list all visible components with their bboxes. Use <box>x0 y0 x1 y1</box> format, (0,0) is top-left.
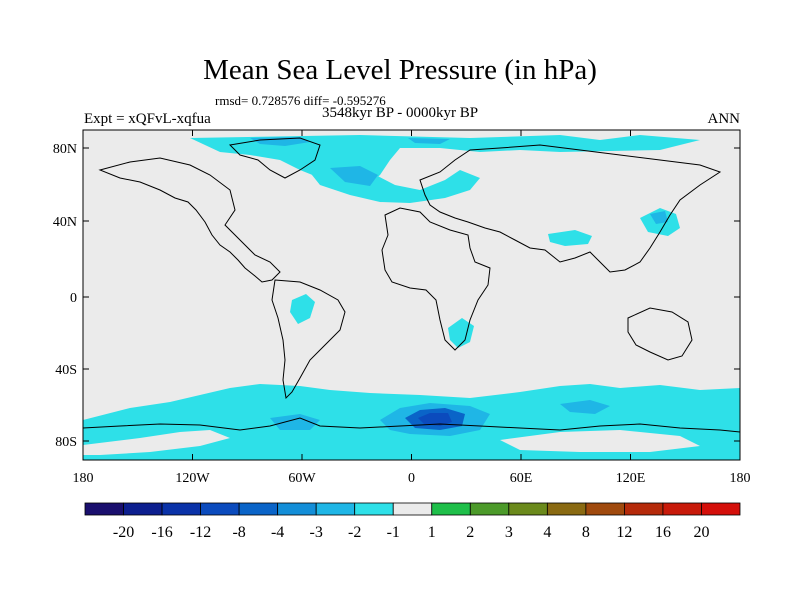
y-tick-label: 80N <box>53 142 77 157</box>
y-axis-ticks: 80N 40N 0 40S 80S <box>53 142 740 450</box>
y-tick-label: 0 <box>70 291 77 306</box>
japan-medium-anomaly <box>650 211 668 224</box>
eurasia-coast <box>419 144 722 273</box>
colorbar-label: 8 <box>582 524 590 541</box>
east-antarctic-neutral-region <box>500 430 700 452</box>
colorbar-swatch <box>624 502 664 516</box>
colorbar-swatch <box>123 502 163 516</box>
colorbar-swatch <box>238 502 279 516</box>
experiment-label: Expt = xQFvL-xqfua <box>84 111 211 127</box>
colorbar-label: -4 <box>271 524 284 541</box>
indian-ocean-medium-anomaly <box>560 400 610 414</box>
weddell-medium-anomaly <box>270 414 320 430</box>
colorbar-label: -16 <box>151 524 172 541</box>
x-tick-label: 120W <box>175 471 210 486</box>
colorbar-label: -8 <box>232 524 245 541</box>
antarctica-coast <box>82 417 741 433</box>
colorbar-swatch <box>508 502 548 516</box>
coastlines <box>82 137 741 433</box>
colorbar-swatch <box>354 502 394 516</box>
colorbar-swatch <box>315 502 356 516</box>
y-tick-label: 80S <box>55 435 77 450</box>
x-tick-label: 60W <box>288 471 316 486</box>
colorbar-swatch <box>585 502 625 516</box>
colorbar-label: -3 <box>310 524 323 541</box>
period-label: 3548kyr BP - 0000kyr BP <box>322 105 479 121</box>
x-axis-ticks: 180 120W 60W 0 60E 120E 180 <box>73 130 751 486</box>
colorbar-swatch <box>277 502 317 516</box>
colorbar-swatch <box>431 502 471 516</box>
colorbar: -20 -16 -12 -8 -4 -3 -2 -1 1 2 3 4 8 12 16 20 <box>84 502 741 541</box>
x-tick-label: 0 <box>408 471 415 486</box>
colorbar-label: 1 <box>428 524 436 541</box>
colorbar-swatch <box>161 502 201 516</box>
season-label: ANN <box>707 111 741 127</box>
south-america-coast <box>271 279 346 400</box>
colorbar-swatch <box>469 502 510 516</box>
colorbar-label: -20 <box>113 524 134 541</box>
colorbar-label: 12 <box>616 524 632 541</box>
south-america-anomaly <box>290 294 315 324</box>
x-tick-label: 180 <box>730 471 751 486</box>
australia-coast <box>627 307 693 361</box>
antarctic-neutral-region <box>83 430 230 455</box>
greenland-coast <box>228 137 321 179</box>
southern-africa-anomaly <box>448 318 474 348</box>
x-tick-label: 120E <box>616 471 646 486</box>
colorbar-swatch <box>662 502 702 516</box>
africa-coast <box>381 207 491 351</box>
colorbar-label: -2 <box>348 524 361 541</box>
colorbar-label: 3 <box>505 524 513 541</box>
map-plot-area: 180 120W 60W 0 60E 120E 180 80N 40N 0 40S 80S <box>53 129 751 486</box>
arctic-medium-anomaly <box>408 138 450 144</box>
north-america-coast <box>98 157 281 283</box>
colorbar-label: 16 <box>655 524 671 541</box>
south-atlantic-core-anomaly <box>418 413 452 426</box>
colorbar-swatch <box>546 502 587 516</box>
colorbar-label: 4 <box>543 524 551 541</box>
colorbar-swatch <box>200 502 240 516</box>
north-atlantic-medium-anomaly <box>330 166 378 186</box>
map-title: Mean Sea Level Pressure (in hPa) <box>203 54 597 86</box>
x-tick-label: 180 <box>73 471 94 486</box>
x-tick-label: 60E <box>510 471 533 486</box>
colorbar-label: 20 <box>693 524 709 541</box>
y-tick-label: 40S <box>55 363 77 378</box>
colorbar-swatch <box>701 502 741 516</box>
colorbar-swatch <box>392 502 433 516</box>
colorbar-swatch <box>84 502 124 516</box>
colorbar-label: -1 <box>387 524 400 541</box>
central-asia-anomaly <box>548 230 592 246</box>
stats-label: rmsd= 0.728576 diff= -0.595276 <box>215 93 386 108</box>
colorbar-label: -12 <box>190 524 211 541</box>
colorbar-label: 2 <box>466 524 474 541</box>
y-tick-label: 40N <box>53 215 77 230</box>
